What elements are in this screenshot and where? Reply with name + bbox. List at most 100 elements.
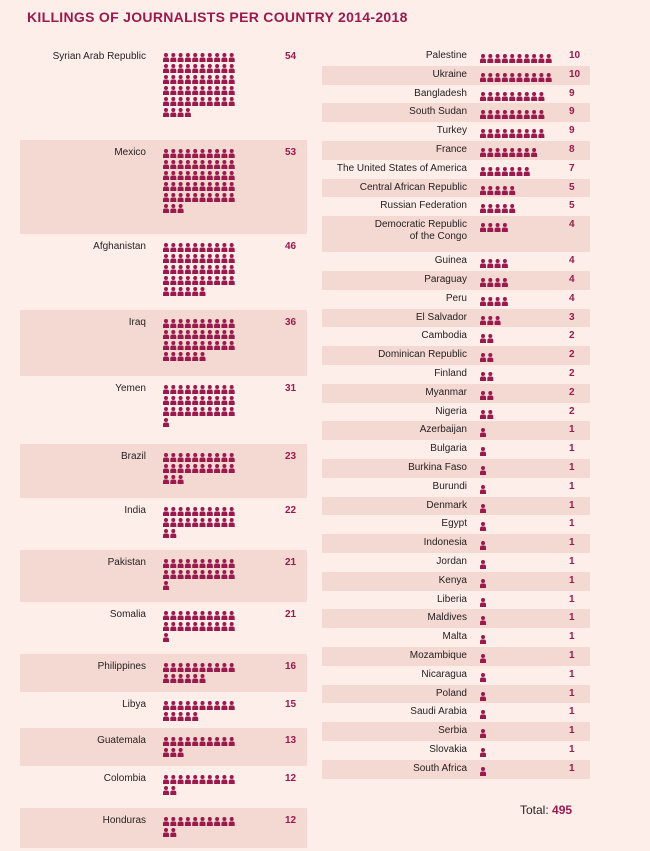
person-icon (199, 53, 206, 62)
country-row: Maldives 1 (322, 609, 590, 629)
person-icon (163, 674, 169, 683)
person-icon (163, 464, 169, 473)
person-icon (199, 352, 206, 361)
country-row: Nigeria 2 (322, 403, 590, 422)
person-icon (228, 385, 235, 394)
person-icon (228, 701, 235, 710)
person-icon (192, 265, 199, 274)
person-icon (494, 223, 501, 233)
icon-group (480, 259, 508, 269)
icon-group (480, 654, 486, 663)
person-icon (199, 86, 206, 95)
person-icon (192, 507, 199, 516)
person-icon (523, 54, 530, 63)
person-icon (487, 148, 494, 157)
country-row: Bangladesh 9 (322, 85, 590, 104)
person-icon (163, 341, 169, 350)
person-icon (206, 464, 213, 473)
person-icon (228, 86, 235, 95)
icon-cluster (480, 464, 553, 482)
person-icon (228, 663, 235, 672)
person-icon (184, 775, 191, 784)
person-icon (480, 72, 486, 82)
person-icon (214, 396, 221, 405)
person-icon (206, 701, 213, 710)
icon-group (480, 597, 486, 607)
person-icon (480, 578, 486, 588)
country-row: Saudi Arabia 1 (322, 703, 590, 722)
person-icon (177, 570, 184, 579)
person-icon (163, 86, 169, 95)
icon-cluster (480, 202, 553, 220)
person-icon (480, 484, 486, 494)
person-icon (487, 72, 494, 82)
icon-cluster (163, 507, 236, 545)
person-icon (199, 182, 206, 191)
person-icon (214, 611, 221, 620)
person-icon (228, 453, 235, 462)
person-icon (184, 193, 191, 202)
icon-cluster (163, 453, 236, 491)
person-icon (163, 817, 169, 826)
country-value: 9 (569, 106, 575, 118)
person-icon (177, 108, 184, 117)
person-icon (501, 91, 508, 101)
person-icon (228, 265, 235, 274)
person-icon (163, 570, 169, 579)
person-icon (221, 570, 228, 579)
country-row: El Salvador 3 (322, 308, 590, 328)
person-icon (177, 775, 184, 784)
person-icon (221, 396, 228, 405)
country-name: Mexico (114, 147, 146, 158)
icon-cluster (480, 295, 553, 313)
person-icon (170, 464, 177, 473)
person-icon (494, 204, 501, 214)
country-row: South Africa 1 (322, 759, 590, 779)
person-icon (228, 75, 235, 84)
person-icon (501, 148, 508, 157)
icon-cluster (480, 652, 553, 670)
country-value: 15 (285, 699, 297, 710)
icon-group (480, 91, 545, 101)
icon-cluster (480, 727, 553, 745)
person-icon (487, 315, 494, 325)
country-row: Azerbaijan 1 (322, 421, 590, 441)
person-icon (177, 453, 184, 462)
country-row: Kenya 1 (322, 571, 590, 591)
person-icon (184, 518, 191, 527)
country-row: Palestine 10 (322, 47, 590, 66)
country-name: South Sudan (409, 106, 467, 118)
person-icon (177, 330, 184, 339)
country-name: Bulgaria (430, 443, 467, 455)
person-icon (221, 171, 228, 180)
person-icon (206, 86, 213, 95)
person-icon (184, 287, 191, 296)
person-icon (199, 254, 206, 263)
person-icon (170, 775, 177, 784)
country-value: 1 (569, 424, 575, 436)
person-icon (214, 663, 221, 672)
person-icon (228, 193, 235, 202)
person-icon (192, 570, 199, 579)
icon-group (480, 466, 486, 475)
person-icon (170, 559, 177, 568)
person-icon (228, 160, 235, 169)
country-value: 10 (569, 50, 581, 61)
country-value: 1 (569, 537, 575, 549)
person-icon (214, 407, 221, 416)
person-icon (184, 453, 191, 462)
person-icon (163, 701, 169, 710)
person-icon (206, 160, 213, 169)
country-row: Yemen 31 (20, 376, 307, 444)
person-icon (494, 185, 501, 195)
country-value: 5 (569, 181, 575, 193)
person-icon (199, 171, 206, 180)
person-icon (206, 97, 213, 106)
icon-cluster (163, 319, 236, 368)
country-name: Maldives (427, 612, 467, 624)
person-icon (192, 385, 199, 394)
country-value: 36 (285, 317, 297, 328)
icon-group (163, 817, 235, 837)
country-value: 4 (569, 274, 575, 285)
person-icon (199, 149, 206, 158)
